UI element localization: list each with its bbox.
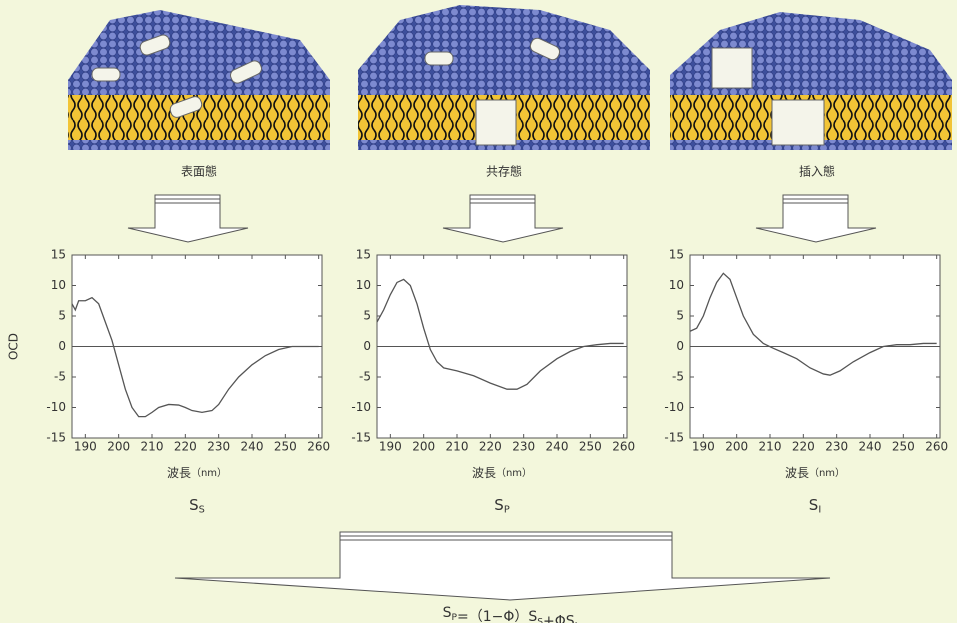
membrane-surface xyxy=(68,10,330,150)
x-tick-label: 230 xyxy=(512,440,535,454)
y-tick-label: 0 xyxy=(58,339,66,353)
x-tick-label: 250 xyxy=(579,440,602,454)
y-axis-label: OCD xyxy=(7,333,21,360)
y-tick-label: -15 xyxy=(664,431,684,445)
y-tick-label: -10 xyxy=(351,400,371,414)
x-tick-label: 250 xyxy=(274,440,297,454)
x-tick-label: 200 xyxy=(412,440,435,454)
x-tick-label: 190 xyxy=(379,440,402,454)
y-tick-label: 5 xyxy=(363,309,371,323)
y-tick-label: 15 xyxy=(51,248,66,262)
x-axis-label: 波長（nm） xyxy=(785,466,845,480)
x-tick-label: 260 xyxy=(307,440,330,454)
x-axis-label-unit: （nm） xyxy=(809,467,845,479)
x-tick-label: 200 xyxy=(107,440,130,454)
spectrum-symbol: SS xyxy=(189,496,205,516)
y-tick-label: -5 xyxy=(54,370,66,384)
symbol-main: S xyxy=(809,496,819,514)
y-tick-label: 5 xyxy=(58,309,66,323)
x-axis-label-unit: （nm） xyxy=(496,467,532,479)
y-tick-label: -15 xyxy=(351,431,371,445)
membrane-inserted xyxy=(670,12,952,150)
y-tick-label: -10 xyxy=(664,400,684,414)
state-label: 共存態 xyxy=(486,164,522,179)
y-tick-label: -5 xyxy=(672,370,684,384)
x-tick-label: 240 xyxy=(859,440,882,454)
x-tick-label: 220 xyxy=(174,440,197,454)
membrane-coexist xyxy=(358,5,650,150)
x-tick-label: 210 xyxy=(446,440,469,454)
x-tick-label: 250 xyxy=(892,440,915,454)
formula: SP=（1−Φ）SS+ΦSI xyxy=(443,605,578,623)
x-axis-label-main: 波長 xyxy=(472,466,496,480)
x-tick-label: 240 xyxy=(241,440,264,454)
x-tick-label: 230 xyxy=(207,440,230,454)
y-tick-label: 10 xyxy=(51,278,66,292)
x-axis-label-main: 波長 xyxy=(785,466,809,480)
y-tick-label: 15 xyxy=(356,248,371,262)
x-axis-label: 波長（nm） xyxy=(472,466,532,480)
x-tick-label: 230 xyxy=(825,440,848,454)
y-tick-label: 5 xyxy=(676,309,684,323)
state-label: 插入態 xyxy=(799,164,835,179)
x-tick-label: 260 xyxy=(925,440,948,454)
figure: SP=（1−Φ）SS+ΦSI -15-10-505101519020021022… xyxy=(0,0,957,623)
y-tick-label: 10 xyxy=(669,278,684,292)
y-tick-label: -15 xyxy=(46,431,66,445)
x-tick-label: 260 xyxy=(612,440,635,454)
symbol-sub: P xyxy=(504,505,510,516)
x-tick-label: 210 xyxy=(141,440,164,454)
x-tick-label: 190 xyxy=(74,440,97,454)
y-tick-label: -5 xyxy=(359,370,371,384)
y-tick-label: 0 xyxy=(676,339,684,353)
symbol-main: S xyxy=(189,496,199,514)
symbol-main: S xyxy=(494,496,504,514)
x-axis-label-main: 波長 xyxy=(167,466,191,480)
spectrum-symbol: SP xyxy=(494,496,510,516)
x-tick-label: 240 xyxy=(546,440,569,454)
symbol-main: S xyxy=(443,605,452,621)
x-tick-label: 220 xyxy=(479,440,502,454)
x-axis-label: 波長（nm） xyxy=(167,466,227,480)
symbol-main: +ΦS xyxy=(543,613,575,623)
x-axis-label-unit: （nm） xyxy=(191,467,227,479)
symbol-main: =（1−Φ）S xyxy=(457,609,537,623)
symbol-sub: I xyxy=(818,505,821,516)
membrane-illustrations xyxy=(68,5,952,150)
y-tick-label: 0 xyxy=(363,339,371,353)
x-tick-label: 210 xyxy=(759,440,782,454)
x-tick-label: 190 xyxy=(692,440,715,454)
y-tick-label: 15 xyxy=(669,248,684,262)
x-tick-label: 200 xyxy=(725,440,748,454)
y-tick-label: -10 xyxy=(46,400,66,414)
y-tick-label: 10 xyxy=(356,278,371,292)
state-label: 表面態 xyxy=(181,164,217,179)
symbol-sub: S xyxy=(199,505,205,516)
x-tick-label: 220 xyxy=(792,440,815,454)
spectrum-symbol: SI xyxy=(809,496,821,516)
